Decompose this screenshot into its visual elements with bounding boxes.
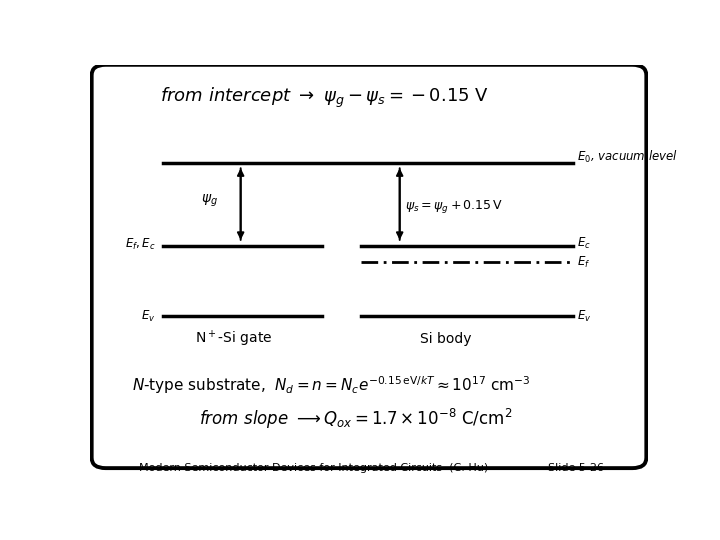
FancyBboxPatch shape <box>91 65 647 468</box>
Text: N$^+$-Si gate: N$^+$-Si gate <box>195 329 273 349</box>
Text: $E_f, E_c$: $E_f, E_c$ <box>125 237 156 252</box>
Text: Slide 5-26: Slide 5-26 <box>547 463 603 473</box>
Text: $\it{from\ intercept}\ \rightarrow\ \psi_g - \psi_s = -0.15\ \mathrm{V}$: $\it{from\ intercept}\ \rightarrow\ \psi… <box>160 86 489 110</box>
Text: $E_v$: $E_v$ <box>141 309 156 324</box>
Text: $E_c$: $E_c$ <box>577 235 590 251</box>
Text: $\psi_g$: $\psi_g$ <box>202 193 218 210</box>
Text: $\psi_s = \psi_g + 0.15\,\mathrm{V}$: $\psi_s = \psi_g + 0.15\,\mathrm{V}$ <box>405 198 503 215</box>
Text: $E_f$: $E_f$ <box>577 255 590 270</box>
Text: Modern Semiconductor Devices for Integrated Circuits  (C. Hu): Modern Semiconductor Devices for Integra… <box>138 463 488 473</box>
Text: $\it{N}$-type substrate,  $N_d = n = N_c e^{-0.15\,\mathrm{eV}/kT} \approx 10^{1: $\it{N}$-type substrate, $N_d = n = N_c … <box>132 374 531 396</box>
Text: Si body: Si body <box>420 332 472 346</box>
Text: $E_0$, vacuum level: $E_0$, vacuum level <box>577 149 678 165</box>
Text: $E_v$: $E_v$ <box>577 309 591 324</box>
Text: $\it{from\ slope}\ \longrightarrow Q_{ox} = 1.7 \times 10^{-8}\ \mathrm{C/cm}^2$: $\it{from\ slope}\ \longrightarrow Q_{ox… <box>199 407 512 431</box>
